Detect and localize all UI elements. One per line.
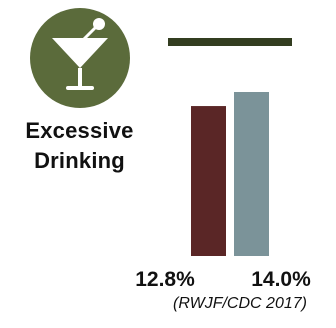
title-line-1: Excessive bbox=[25, 118, 134, 143]
bar-2-value-label: 14.0% bbox=[251, 268, 311, 291]
page-title: Excessive Drinking bbox=[12, 116, 147, 176]
bar-2 bbox=[234, 92, 269, 256]
martini-glass-icon bbox=[30, 8, 130, 108]
title-line-2: Drinking bbox=[34, 148, 125, 173]
bar-1 bbox=[191, 106, 226, 256]
bar-1-value-label: 12.8% bbox=[135, 268, 195, 291]
header-divider bbox=[168, 38, 292, 46]
source-citation: (RWJF/CDC 2017) bbox=[173, 295, 307, 312]
